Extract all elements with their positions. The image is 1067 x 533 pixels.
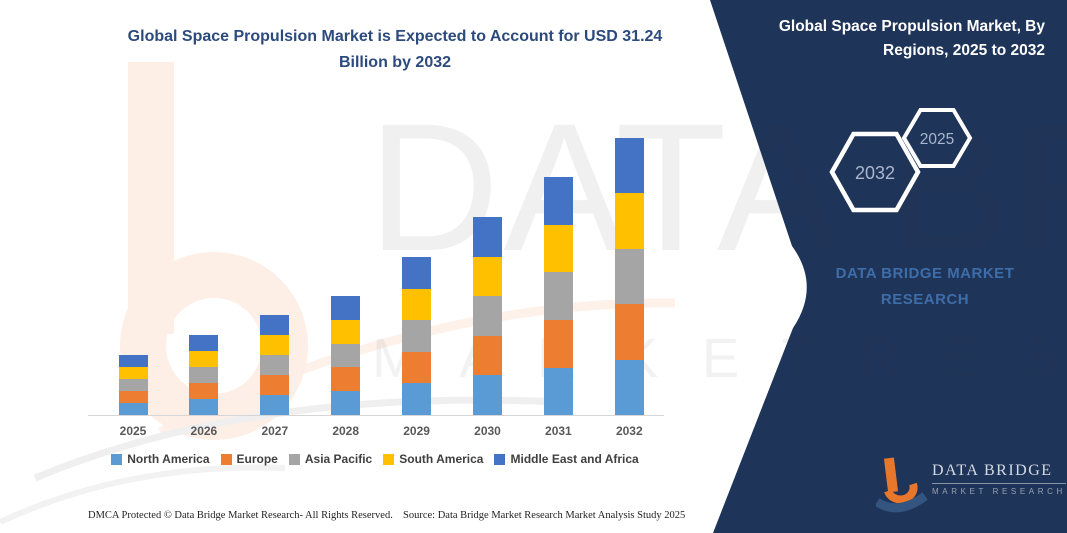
logo-name: DATA BRIDGE xyxy=(932,462,1066,484)
bar-segment xyxy=(189,399,219,415)
bar-segment xyxy=(473,375,502,415)
bar-segment xyxy=(614,304,644,360)
bar-segment xyxy=(260,355,290,376)
chart-title-line2: Billion by 2032 xyxy=(338,53,452,71)
bar-segment xyxy=(614,137,644,193)
legend-swatch xyxy=(383,453,395,465)
bar-segment xyxy=(118,379,148,392)
legend-swatch xyxy=(494,453,506,465)
legend-item: Asia Pacific xyxy=(288,452,373,466)
legend-label: Europe xyxy=(236,452,278,466)
bar-segment xyxy=(118,367,148,380)
legend-item: Middle East and Africa xyxy=(494,452,639,466)
legend-swatch xyxy=(288,453,300,465)
x-axis-label: 2027 xyxy=(261,424,289,438)
bar-segment xyxy=(402,383,432,415)
side-panel-title-line2: Regions, 2025 to 2032 xyxy=(883,42,1045,60)
legend-label: North America xyxy=(127,452,210,466)
bar-segment xyxy=(331,391,361,415)
side-panel-title-line1: Global Space Propulsion Market, By xyxy=(778,18,1045,35)
side-panel-title: Global Space Propulsion Market, By Regio… xyxy=(715,15,1045,63)
databridge-logo-icon xyxy=(876,457,928,513)
bar-segment xyxy=(189,383,219,400)
bar-segment xyxy=(260,375,290,396)
x-axis-label: 2031 xyxy=(545,424,572,438)
legend-label: Asia Pacific xyxy=(304,452,373,466)
bar-segment xyxy=(473,296,502,336)
bar-segment xyxy=(543,320,573,368)
footer-dmca-text: DMCA Protected © Data Bridge Market Rese… xyxy=(88,510,393,521)
bar-segment xyxy=(331,343,361,368)
legend-label: South America xyxy=(399,452,484,466)
logo-subtitle: MARKET RESEARCH xyxy=(932,487,1066,496)
bar-segment xyxy=(331,296,361,320)
bar-segment xyxy=(402,257,432,289)
legend-item: South America xyxy=(383,452,483,466)
bar-segment xyxy=(260,315,290,336)
x-axis: 2025 2026 2027 2028 2029 2030 2031 2032 xyxy=(88,424,664,442)
chart-title-line1: Global Space Propulsion Market is Expect… xyxy=(127,28,663,45)
brand-caption-line2: RESEARCH xyxy=(880,290,970,308)
bar-segment xyxy=(189,335,219,352)
hexagon-2025 xyxy=(901,108,973,168)
hexagon-2032 xyxy=(829,131,921,213)
legend: North America Europe Asia Pacific South Ame… xyxy=(55,452,695,466)
x-axis-label: 2032 xyxy=(615,424,643,438)
bar-segment xyxy=(402,288,432,321)
hexagon-2032-label: 2032 xyxy=(855,163,895,183)
bar-segment xyxy=(543,224,573,273)
bar-segment xyxy=(614,359,644,415)
hexagon-2025-label: 2025 xyxy=(920,131,954,148)
x-axis-label: 2029 xyxy=(403,424,430,438)
plot-area xyxy=(88,117,664,416)
bar-segment xyxy=(473,335,502,376)
year-hexagons: 2032 2025 xyxy=(829,108,973,213)
legend-item: Europe xyxy=(220,452,278,466)
bar-segment xyxy=(118,403,148,415)
bar-segment xyxy=(189,367,219,384)
bar-segment xyxy=(402,320,432,352)
bar-segment xyxy=(189,351,219,368)
x-axis-label: 2030 xyxy=(474,424,501,438)
bar-segment xyxy=(260,335,290,356)
chart-title: Global Space Propulsion Market is Expect… xyxy=(95,24,695,75)
bar-segment xyxy=(543,177,573,225)
bar-segment xyxy=(118,391,148,404)
x-axis-label: 2025 xyxy=(119,424,147,438)
legend-label: Middle East and Africa xyxy=(510,452,639,466)
bar-segment xyxy=(331,319,361,344)
databridge-logo: DATA BRIDGE MARKET RESEARCH xyxy=(876,456,1066,514)
bar-segment xyxy=(543,367,573,415)
brand-caption-line1: DATA BRIDGE MARKET xyxy=(835,265,1015,282)
bar-segment xyxy=(614,193,644,249)
bar-segment xyxy=(543,272,573,320)
legend-swatch xyxy=(220,453,232,465)
brand-caption: DATA BRIDGE MARKET RESEARCH xyxy=(795,261,1055,312)
bar-segment xyxy=(473,217,502,257)
bar-segment xyxy=(260,395,290,415)
x-axis-label: 2026 xyxy=(190,424,218,438)
bar-segment xyxy=(402,351,432,384)
legend-swatch xyxy=(111,453,123,465)
bar-segment xyxy=(118,355,148,368)
footer-source-text: Source: Data Bridge Market Research Mark… xyxy=(403,510,686,521)
bar-segment xyxy=(614,248,644,304)
bar-segment xyxy=(473,256,502,297)
databridge-logo-text: DATA BRIDGE MARKET RESEARCH xyxy=(932,462,1066,496)
bar-segment xyxy=(331,367,361,392)
x-axis-label: 2028 xyxy=(332,424,360,438)
legend-item: North America xyxy=(111,452,210,466)
